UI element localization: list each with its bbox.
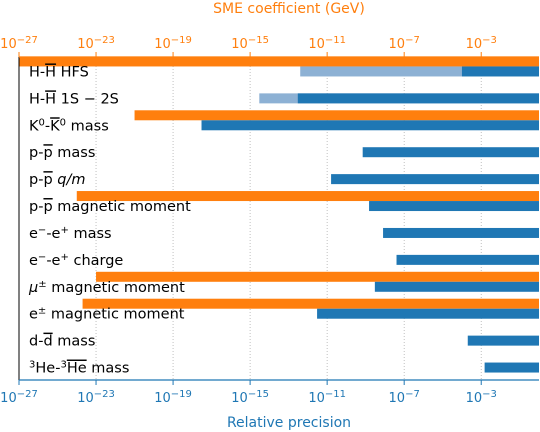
bottom-tick-label: 10−7: [389, 389, 420, 407]
bottom-tick-label: 10−23: [77, 389, 115, 407]
precision-bar: [297, 93, 539, 104]
row-label: e−-e+ mass: [29, 224, 112, 242]
precision-bar: [484, 362, 539, 373]
top-tick-label: 10−3: [466, 35, 497, 53]
precision-bar: [374, 281, 539, 292]
precision-bar: [467, 335, 539, 346]
precision-bar: [383, 227, 539, 238]
bottom-tick-label: 10−27: [0, 389, 38, 407]
top-tick-label: 10−27: [0, 35, 38, 53]
bottom-tick-label: 10−3: [466, 389, 497, 407]
precision-bar: [369, 201, 539, 212]
bars-layer: [19, 56, 540, 373]
sme-bar: [19, 56, 539, 67]
row-label: H-H 1S − 2S: [29, 91, 119, 107]
bottom-tick-label: 10−15: [231, 389, 269, 407]
precision-bar: [461, 66, 539, 77]
bottom-tick-label: 10−11: [308, 389, 346, 407]
precision-bar: [396, 254, 539, 265]
top-tick-label: 10−7: [389, 35, 420, 53]
row-label: e± magnetic moment: [29, 305, 185, 323]
grid-layer: [95, 57, 482, 380]
row-labels-layer: H-H HFS H-H 1S − 2S K0-K0 mass p-p mass p-p …: [28, 64, 191, 376]
sme-bar: [96, 271, 539, 282]
top-tick-label: 10−11: [308, 35, 346, 53]
top-axis-title: SME coefficient (GeV): [213, 1, 365, 17]
row-label: H-H HFS: [29, 64, 89, 80]
precision-bar: [201, 120, 539, 131]
row-label: p-p magnetic moment: [29, 199, 191, 215]
bottom-axis-title: Relative precision: [227, 415, 351, 431]
bottom-tick-label: 10−19: [154, 389, 192, 407]
sme-bar: [134, 110, 540, 121]
row-label: e−-e+ charge: [29, 251, 123, 269]
precision-bar: [331, 174, 539, 185]
row-label: μ± magnetic moment: [28, 278, 185, 296]
top-tick-label: 10−19: [154, 35, 192, 53]
top-tick-label: 10−23: [77, 35, 115, 53]
sme-bar: [82, 298, 540, 309]
precision-bar: [362, 147, 539, 158]
precision-bar: [317, 308, 539, 319]
row-label: p-p q/m: [29, 172, 85, 188]
top-tick-label: 10−15: [231, 35, 269, 53]
axes-layer: 10−27 10−23 10−19 10−15 10−11 10−7 10−3 10−27 10…: [0, 35, 539, 407]
sme-bar: [76, 191, 540, 202]
precision-bar-light: [300, 66, 539, 77]
row-label: p-p mass: [29, 145, 95, 161]
row-label: K0-K0 mass: [29, 117, 109, 135]
row-label: d-d mass: [29, 334, 95, 350]
row-label: 3He-3He mass: [29, 359, 129, 377]
